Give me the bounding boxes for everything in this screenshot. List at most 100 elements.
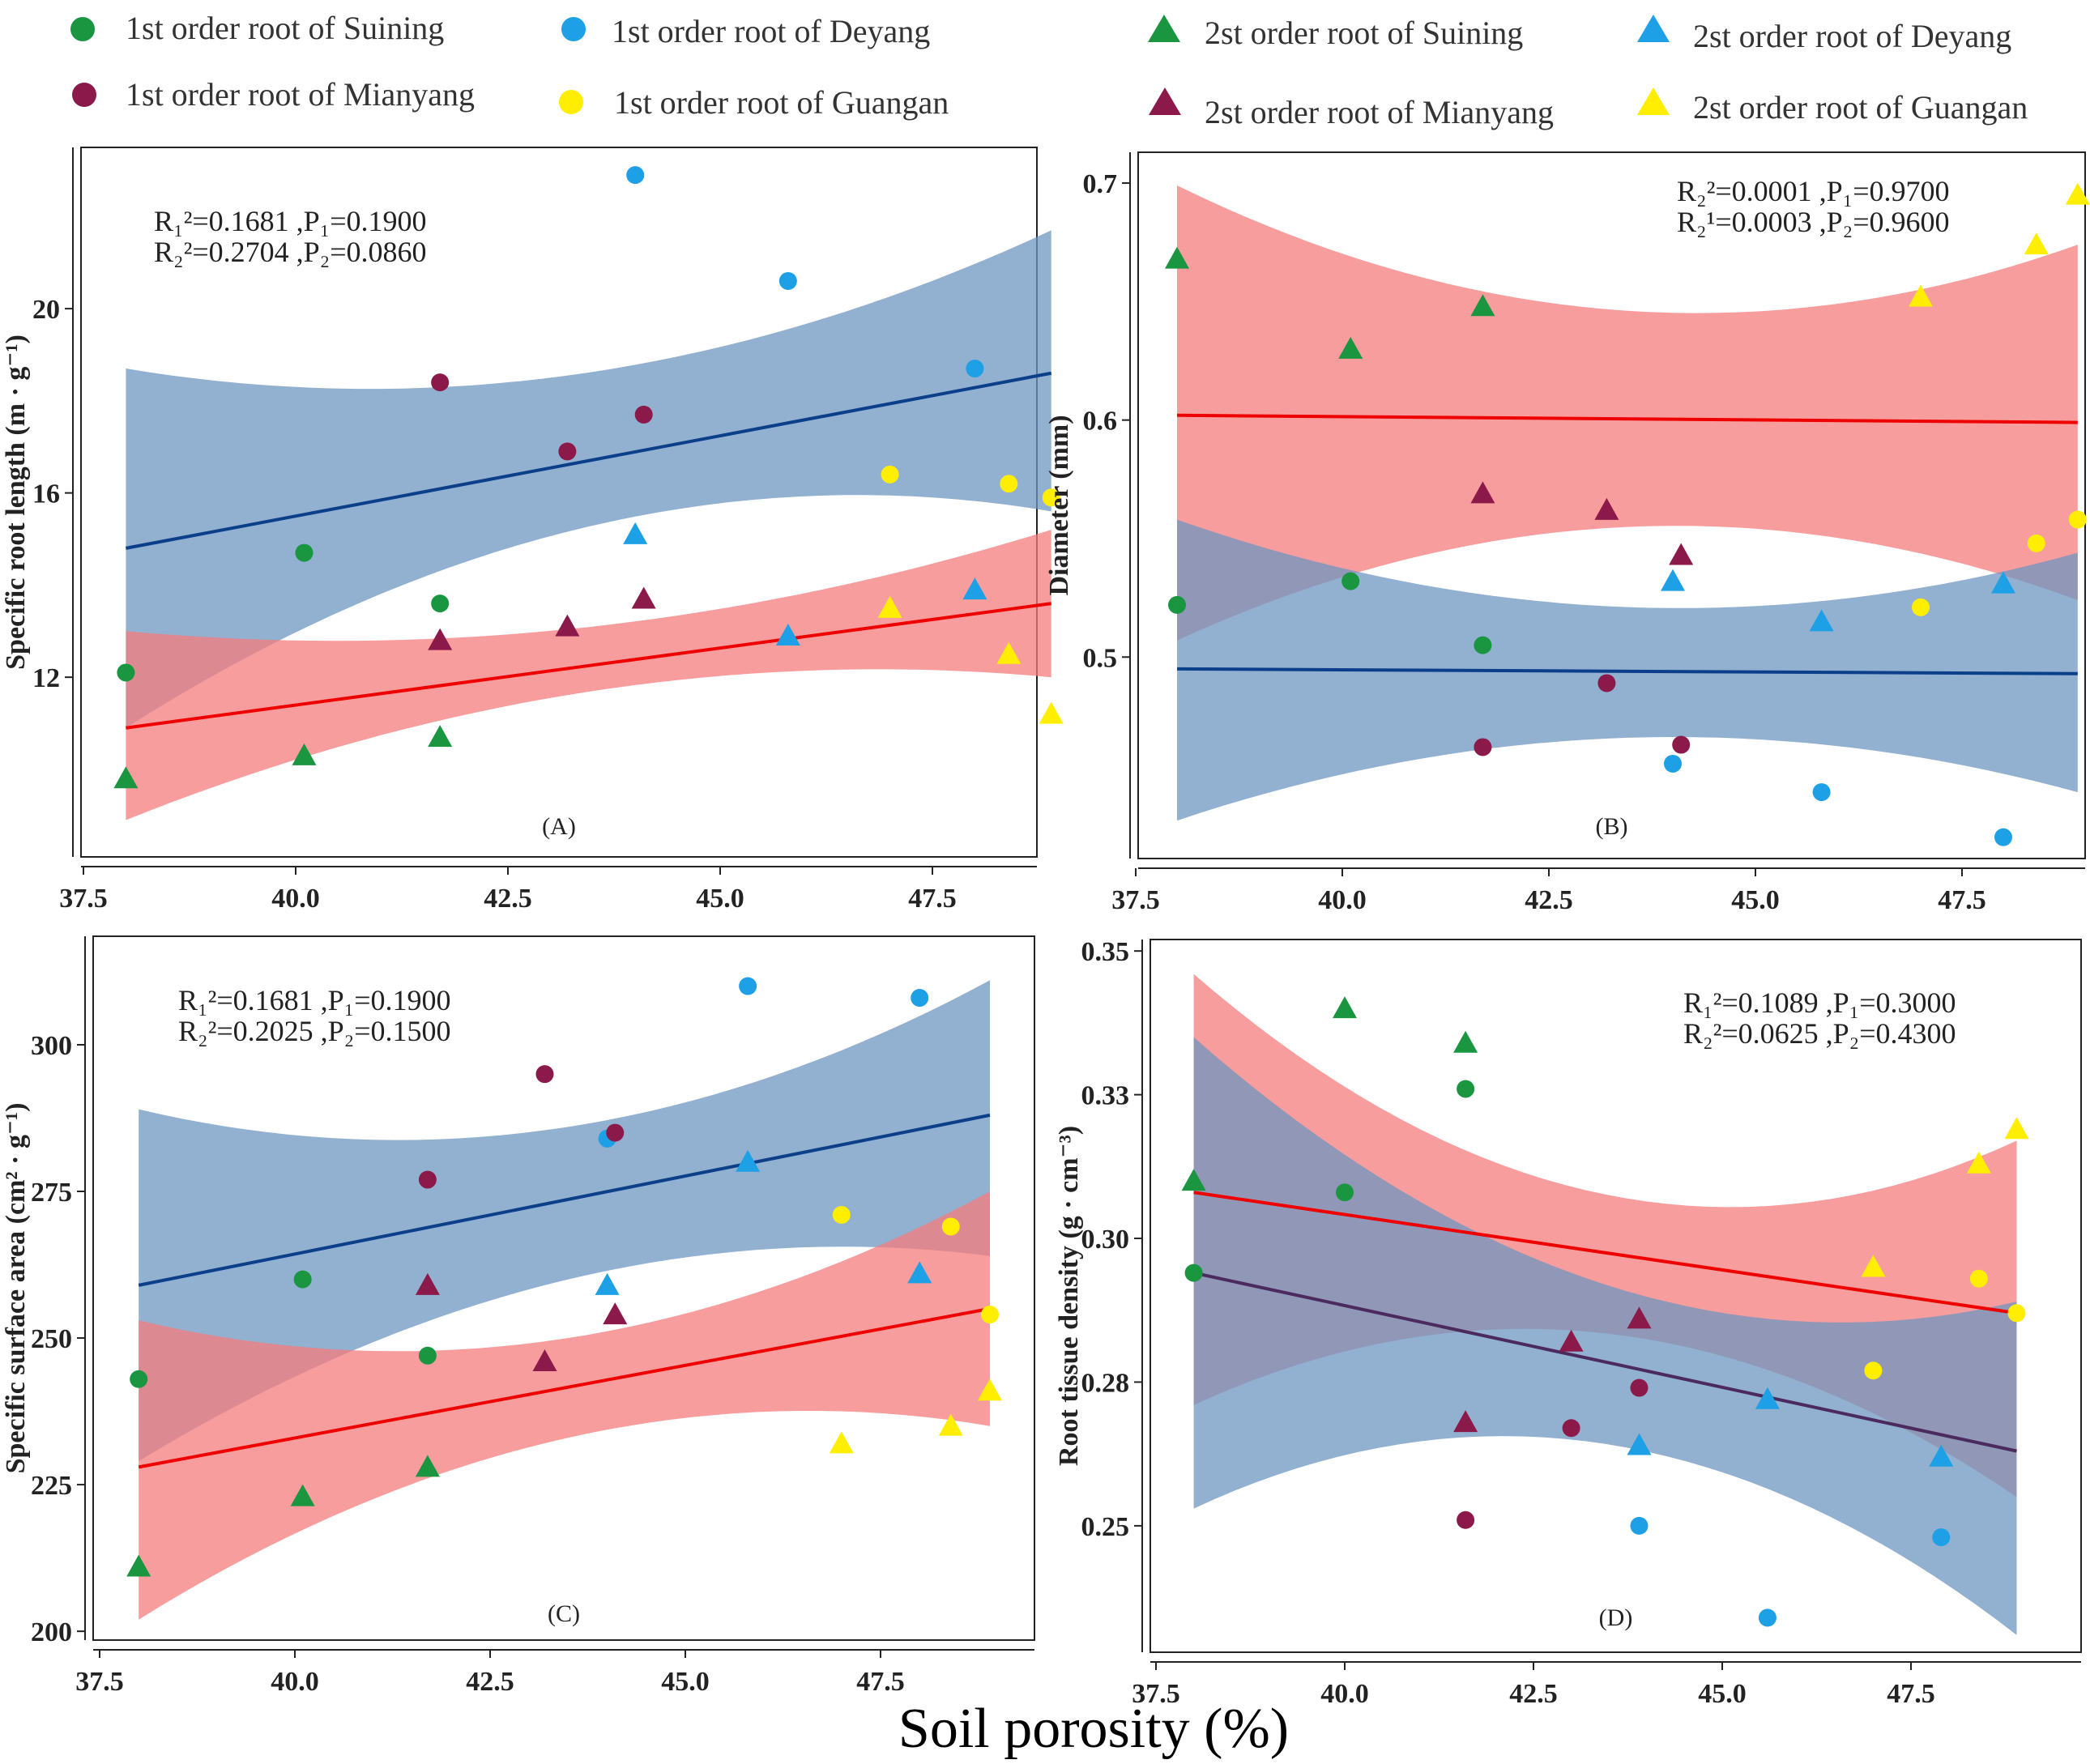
y-tick-label: 275: [31, 1178, 72, 1208]
data-point-triangle: [1453, 1030, 1478, 1053]
data-point-triangle: [1594, 497, 1619, 520]
regression-line-blue: [1176, 667, 2078, 675]
data-point-circle: [1630, 1516, 1649, 1535]
x-tick-label: 42.5: [1509, 1679, 1558, 1709]
data-point-circle: [1912, 598, 1930, 616]
data-point-circle: [832, 1205, 851, 1224]
regression-line-blue: [126, 371, 1052, 550]
data-point-circle: [1758, 1608, 1776, 1627]
data-point-circle: [1184, 1263, 1203, 1282]
data-point-triangle: [532, 1349, 557, 1372]
stats-annotation: R₂¹=0.0003 ,P₂=0.9600: [1677, 206, 1950, 238]
data-point-circle: [293, 1270, 312, 1289]
data-point-triangle: [2004, 1117, 2029, 1140]
stats-annotation: R₂²=0.0625 ,P₂=0.4300: [1683, 1017, 1956, 1050]
data-point-triangle: [1966, 1151, 1991, 1174]
x-tick-label: 47.5: [1938, 885, 1986, 915]
data-point-circle: [739, 977, 757, 995]
data-point-circle: [1457, 1080, 1475, 1098]
x-tick-label: 45.0: [1698, 1679, 1747, 1709]
panel-b: 37.5 40.0 42.5 45.0 47.5 0.5 0.6 0.7 Diameter (m…: [1044, 151, 2090, 915]
y-tick-label: 300: [31, 1031, 72, 1061]
data-point-circle: [1969, 1269, 1988, 1288]
y-tick-label: 0.5: [1083, 643, 1118, 673]
legend-marker-suining-1st: [70, 17, 95, 41]
data-point-circle: [1664, 754, 1682, 773]
data-point-triangle: [907, 1261, 932, 1284]
data-point-triangle: [595, 1272, 620, 1295]
data-point-triangle: [1809, 609, 1834, 632]
panel-label: (B): [1596, 813, 1628, 840]
y-tick-label: 0.25: [1081, 1512, 1130, 1542]
legend-label: 1st order root of Mianyang: [126, 76, 475, 113]
data-point-triangle: [1661, 569, 1685, 591]
y-axis-label: Specific root length (m · g⁻¹): [1, 334, 31, 670]
data-point-triangle: [1333, 996, 1357, 1019]
data-point-circle: [1994, 828, 2012, 846]
data-point-circle: [1474, 636, 1492, 654]
data-point-triangle: [1338, 336, 1363, 359]
legend-marker-guangan-1st: [559, 90, 583, 114]
data-point-triangle: [292, 743, 317, 765]
legend-label: 1st order root of Guangan: [614, 84, 949, 121]
data-point-circle: [881, 465, 899, 484]
data-point-circle: [2027, 534, 2045, 552]
data-point-circle: [431, 594, 450, 613]
x-tick-label: 45.0: [1731, 885, 1780, 915]
x-tick-label: 42.5: [484, 884, 532, 914]
regression-line-red: [1193, 1191, 2017, 1315]
y-axis-label: Specific surface area (cm² · g⁻¹): [1, 1103, 31, 1474]
data-point-triangle: [1627, 1433, 1652, 1455]
x-tick-label: 40.0: [1318, 885, 1367, 915]
data-point-circle: [1597, 674, 1616, 692]
confidence-band-blue: [1193, 1037, 2017, 1635]
data-point-triangle: [977, 1378, 1002, 1401]
data-point-circle: [1042, 488, 1060, 507]
x-tick-label: 40.0: [271, 884, 320, 914]
data-point-circle: [418, 1170, 437, 1189]
data-point-circle: [2068, 510, 2087, 529]
data-point-triangle: [996, 641, 1022, 664]
data-point-triangle: [428, 628, 453, 650]
data-point-triangle: [113, 766, 139, 789]
legend-left: 1st order root of Suining 1st order root…: [70, 10, 949, 121]
data-point-circle: [634, 405, 653, 424]
data-point-circle: [1168, 595, 1186, 614]
data-point-triangle: [1909, 284, 1933, 307]
data-point-triangle: [2065, 182, 2090, 205]
x-tick-label: 42.5: [466, 1667, 514, 1697]
data-point-triangle: [1991, 571, 2015, 594]
data-point-circle: [431, 373, 450, 392]
panel-c: 37.5 40.0 42.5 45.0 47.5 200 225 250 275 300 Speci…: [1, 935, 1035, 1697]
legend-label: 2st order root of Suining: [1205, 15, 1523, 51]
data-point-triangle: [428, 725, 453, 748]
data-point-circle: [1562, 1419, 1580, 1438]
data-point-triangle: [1929, 1444, 1954, 1467]
legend-label: 2st order root of Deyang: [1693, 18, 2011, 54]
data-point-triangle: [415, 1272, 440, 1295]
data-point-triangle: [631, 586, 656, 609]
data-point-circle: [1932, 1528, 1951, 1547]
data-point-circle: [1812, 783, 1831, 802]
y-tick-label: 250: [31, 1324, 72, 1354]
x-axis-label: Soil porosity (%): [898, 1698, 1289, 1760]
legend-label: 2st order root of Mianyang: [1205, 94, 1554, 130]
x-tick-label: 45.0: [661, 1667, 710, 1697]
data-point-triangle: [1669, 543, 1694, 565]
stats-annotation: R₁²=0.1681 ,P₁=0.1900: [178, 984, 451, 1016]
data-point-circle: [1630, 1378, 1649, 1397]
stats-annotation: R₁²=0.1089 ,P₁=0.3000: [1683, 986, 1956, 1019]
data-point-triangle: [775, 623, 800, 646]
confidence-band-blue: [139, 980, 991, 1462]
data-point-triangle: [829, 1431, 854, 1454]
x-tick-label: 47.5: [856, 1667, 905, 1697]
data-point-circle: [535, 1065, 554, 1084]
confidence-band-red: [126, 530, 1051, 820]
y-tick-label: 225: [31, 1471, 72, 1501]
data-point-circle: [295, 543, 314, 562]
data-point-circle: [117, 663, 135, 682]
data-point-circle: [1672, 735, 1691, 754]
panel-label: (C): [548, 1600, 580, 1627]
data-point-triangle: [555, 614, 580, 637]
